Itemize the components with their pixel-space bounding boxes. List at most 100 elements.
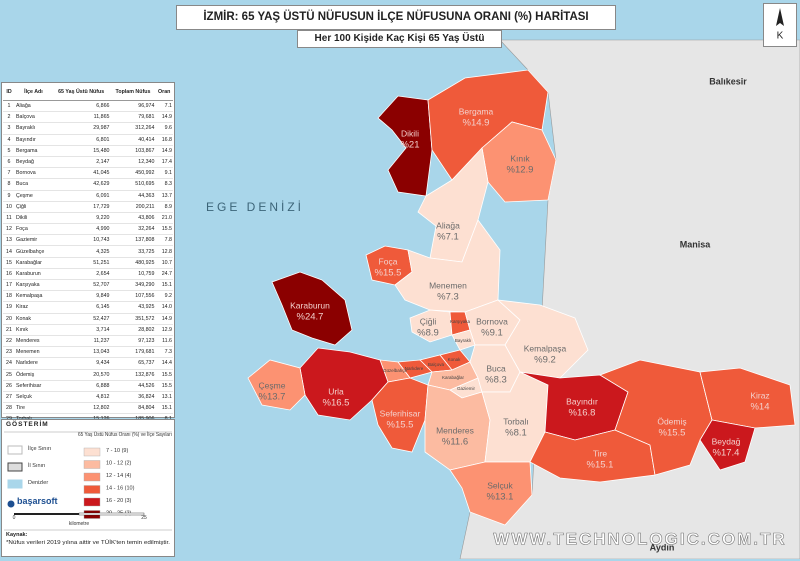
table-row: 24 Narlıdere 9,434 65,737 14.4 [3, 357, 173, 370]
table-cell: 24 [3, 357, 15, 370]
class-swatch [83, 472, 101, 482]
table-row: 19 Kiraz 6,145 43,925 14.0 [3, 301, 173, 314]
table-cell: 36,824 [110, 391, 156, 404]
table-cell: Kınık [15, 324, 52, 336]
district-name: Balçova [428, 362, 445, 367]
table-cell: Foça [15, 223, 52, 236]
table-cell: 44,526 [110, 380, 156, 392]
class-label: 12 - 14 (4) [106, 473, 132, 479]
table-cell: 13,043 [51, 346, 111, 359]
district-value: %13.7 [259, 392, 286, 403]
table-cell: 312,264 [110, 122, 156, 135]
table-cell: 11,237 [51, 335, 111, 348]
table-row: 14 Güzelbahçe 4,325 33,725 12.8 [3, 245, 173, 258]
district-name: Karaburun [290, 300, 330, 310]
table-row: 3 Bayraklı 29,987 312,264 9.6 [3, 122, 173, 135]
district-value: %16.5 [323, 398, 350, 409]
table-cell: 103,867 [110, 145, 156, 157]
table-cell: Ödemiş [15, 369, 52, 381]
neighbor-label: Manisa [680, 239, 712, 249]
legend-swatch [7, 479, 23, 489]
class-swatch [83, 497, 101, 507]
district-name: Kınık [510, 153, 530, 163]
table-row: 20 Konak 52,427 351,572 14.9 [3, 313, 173, 325]
table-row: 23 Menemen 13,043 179,681 7.3 [3, 346, 173, 359]
district-name: Seferihisar [380, 408, 421, 418]
table-cell: Bayraklı [15, 122, 52, 135]
class-label: 16 - 20 (3) [106, 498, 132, 504]
table-row: 1 Aliağa 6,866 96,974 7.1 [3, 100, 173, 113]
table-row: 11 Dikili 9,220 43,806 21.0 [3, 212, 173, 225]
table-cell: 351,572 [110, 313, 156, 325]
table-cell: 2,147 [51, 156, 111, 169]
table-cell: 28 [3, 402, 15, 415]
table-cell: Menderes [15, 335, 52, 348]
table-cell: 11.6 [155, 335, 173, 348]
districts: Dikili %21 Bergama %14.9 Kınık %12.9 Aliağa %7.… [247, 69, 796, 526]
table-cell: Kiraz [15, 301, 52, 314]
table-cell: 43,925 [110, 301, 156, 314]
subtitle: Her 100 Kişide Kaç Kişi 65 Yaş Üstü [297, 30, 502, 48]
district [271, 271, 353, 346]
table-cell: 42,629 [51, 178, 111, 191]
class-swatch [83, 485, 101, 494]
table-cell: 3,714 [51, 324, 111, 336]
table-row: 7 Bornova 41,045 450,992 9.1 [3, 167, 173, 180]
table-cell: Balçova [15, 111, 52, 124]
district-name: Dikili [401, 128, 419, 138]
district-name: Bayraklı [455, 338, 471, 343]
table-row: 28 Tire 12,802 84,804 15.1 [3, 402, 173, 415]
neighbor-label: Balıkesir [709, 76, 747, 86]
table-cell: 9.2 [155, 290, 173, 303]
district-name: Aliağa [436, 220, 460, 230]
brand-icon [7, 500, 15, 508]
table-cell: 8.3 [155, 178, 173, 191]
table-cell: 96,974 [110, 100, 156, 113]
table-cell: 6,866 [51, 100, 111, 113]
table-cell: 6,801 [51, 134, 111, 146]
table-cell: 13.1 [155, 391, 173, 404]
column-header: Oran [155, 84, 173, 101]
arrow [776, 8, 784, 26]
table-cell: 9.6 [155, 122, 173, 135]
table-cell: Kemalpaşa [15, 290, 52, 303]
table-row: 4 Bayındır 6,801 40,414 16.8 [3, 134, 173, 146]
table-cell: 7.1 [155, 100, 173, 113]
district-name: Konak [448, 357, 462, 362]
table-cell: 10.7 [155, 257, 173, 269]
table-row: 18 Kemalpaşa 9,849 107,556 9.2 [3, 290, 173, 303]
table-row: 6 Beydağ 2,147 12,340 17.4 [3, 156, 173, 169]
table-cell: Bayındır [15, 134, 52, 146]
district [481, 121, 557, 203]
table-cell: 6,888 [51, 380, 111, 392]
table-cell: 24.7 [155, 268, 173, 281]
table-cell: 349,290 [110, 279, 156, 292]
table-cell: 44,363 [110, 190, 156, 202]
table-cell: Aliağa [15, 100, 52, 113]
district-name: Güzelbahçe [383, 368, 408, 373]
district-name: Kiraz [750, 390, 769, 400]
table-row: 8 Buca 42,629 510,695 8.3 [3, 178, 173, 191]
table-cell: 52,707 [51, 279, 111, 292]
table-cell: 12 [3, 223, 15, 236]
table-cell: 27 [3, 391, 15, 404]
table-cell: 41,045 [51, 167, 111, 180]
table-cell: 7 [3, 167, 15, 180]
data-table: ID İlçe Adı 65 Yaş Üstü Nüfus Toplam Nüfus O… [3, 84, 173, 437]
district-value: %16.8 [569, 408, 596, 419]
table-cell: 9 [3, 190, 15, 202]
table-cell: 26 [3, 380, 15, 392]
sea-label: EGE DENİZİ [206, 200, 304, 214]
district-name: Karabağlar [442, 375, 465, 380]
north-icon: K [776, 8, 784, 42]
table-cell: 21 [3, 324, 15, 336]
table-cell: 3 [3, 122, 15, 135]
table-cell: 14.9 [155, 111, 173, 124]
table-cell: 14.0 [155, 301, 173, 314]
table-cell: 107,556 [110, 290, 156, 303]
table-row: 16 Karaburun 2,654 10,759 24.7 [3, 268, 173, 281]
district-value: %15.5 [375, 268, 402, 279]
legend-label: Denizler [28, 480, 48, 486]
district-name: Foça [379, 256, 398, 266]
